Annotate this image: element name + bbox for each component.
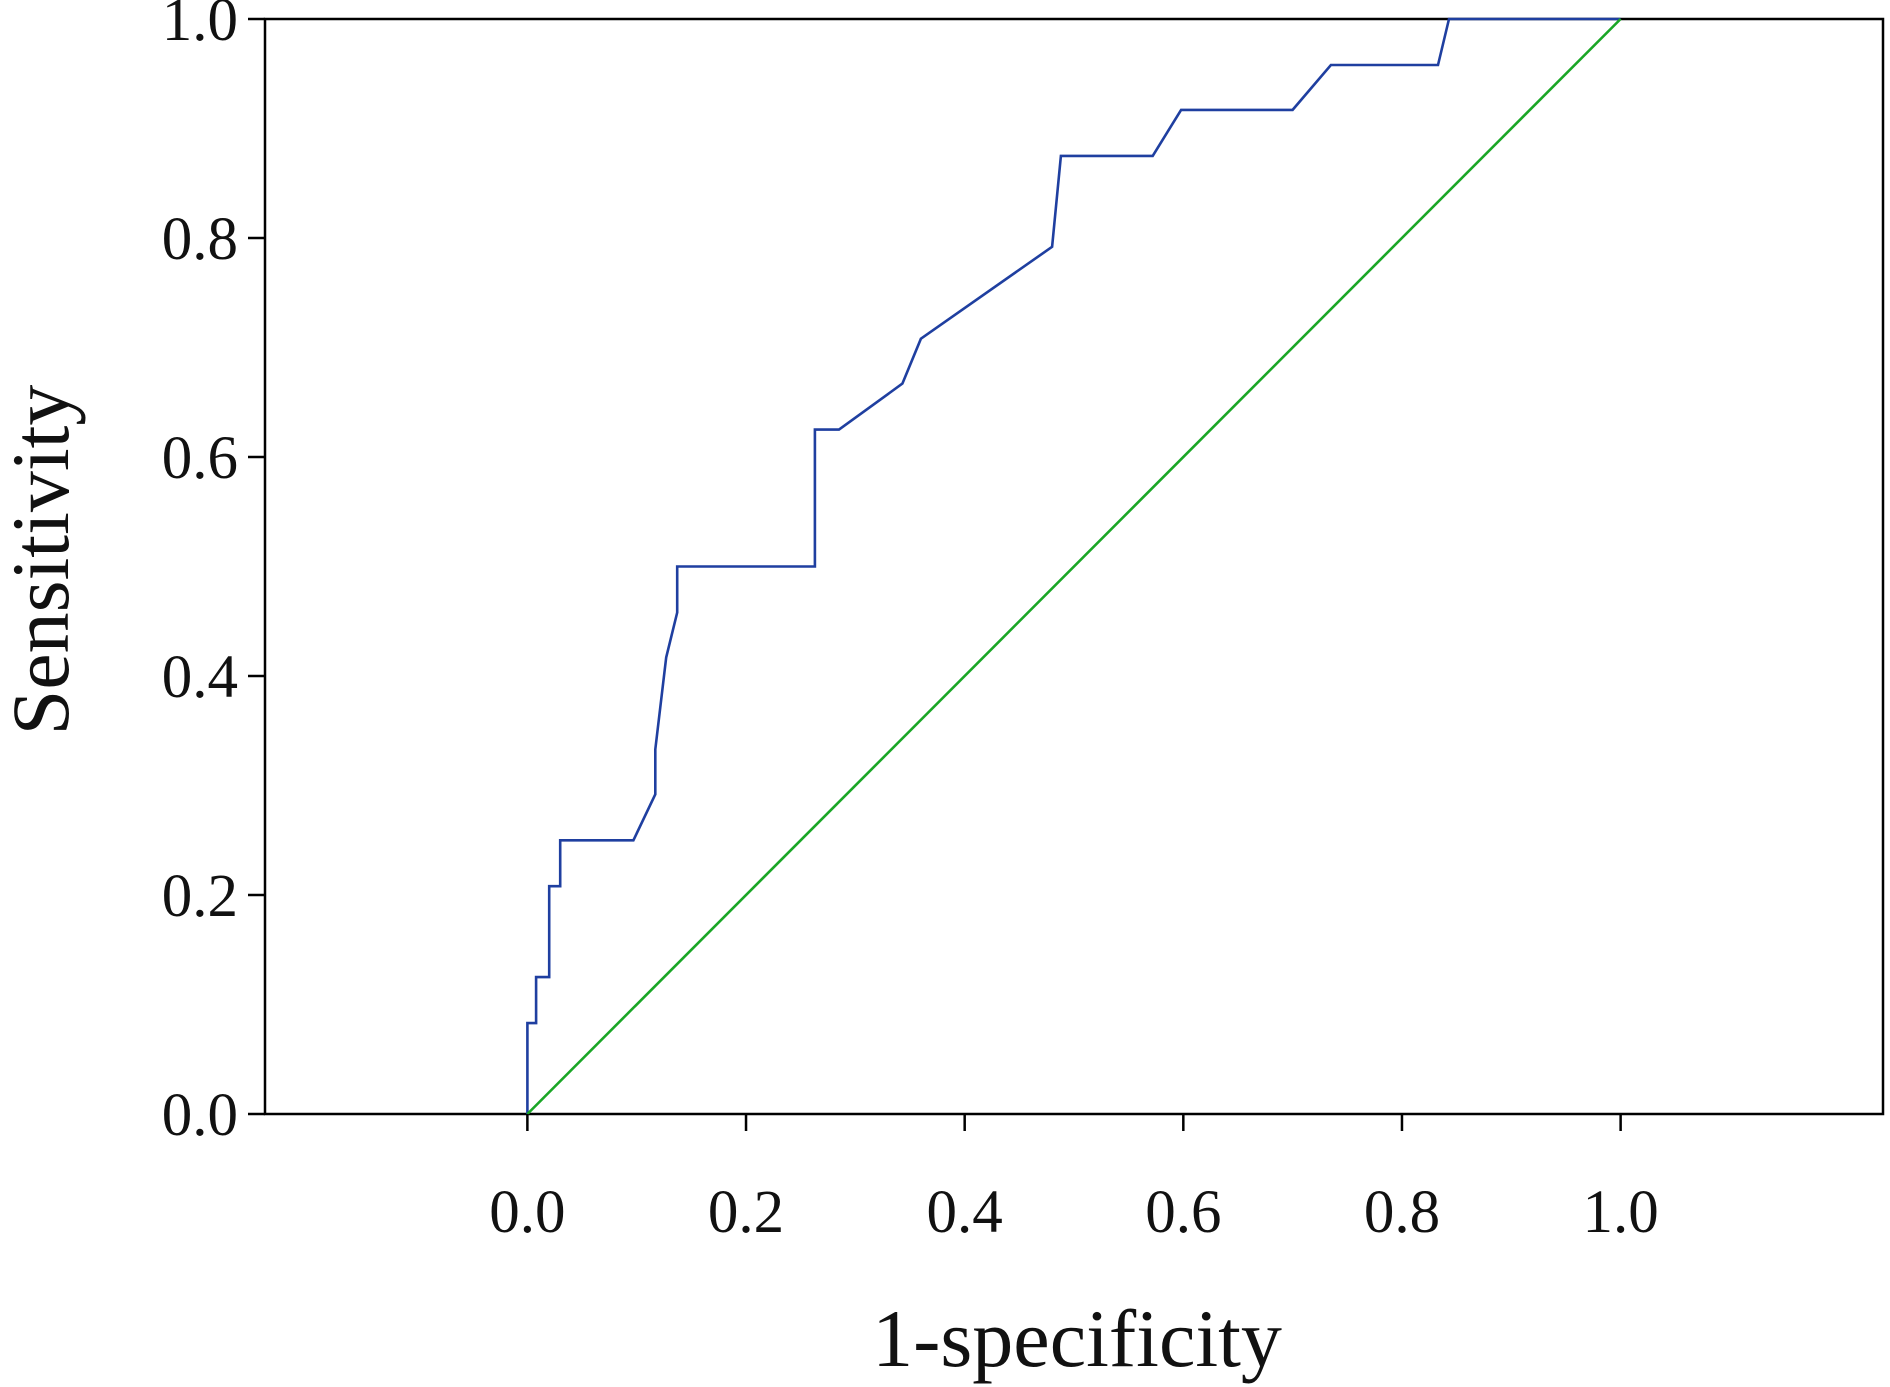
series-layer bbox=[526, 17, 1622, 1115]
roc-curve-line bbox=[526, 17, 1621, 1114]
x-tick-label: 0.8 bbox=[1364, 1179, 1440, 1246]
x-tick-label: 0.6 bbox=[1145, 1179, 1221, 1246]
x-axis-title: 1-specificity bbox=[872, 1293, 1282, 1384]
y-axis-title: Sensitivity bbox=[0, 385, 86, 736]
x-tick-label: 0.2 bbox=[708, 1179, 784, 1246]
plot-frame bbox=[263, 17, 1885, 1116]
x-tick-label: 0.0 bbox=[489, 1179, 565, 1246]
y-tick-label: 0.0 bbox=[162, 1082, 238, 1149]
y-tick-label: 0.8 bbox=[162, 206, 238, 273]
y-axis: 0.0 0.2 0.4 0.6 0.8 1.0 bbox=[162, 0, 265, 1149]
x-axis: 0.0 0.2 0.4 0.6 0.8 1.0 bbox=[489, 1114, 1659, 1246]
x-tick-label: 0.4 bbox=[927, 1179, 1003, 1246]
x-tick-label: 1.0 bbox=[1582, 1179, 1658, 1246]
y-tick-label: 0.4 bbox=[162, 644, 238, 711]
y-tick-label: 0.6 bbox=[162, 425, 238, 492]
plot-border bbox=[263, 17, 1885, 1116]
reference-diagonal-line bbox=[526, 18, 1622, 1115]
y-tick-label: 1.0 bbox=[162, 0, 238, 54]
y-tick-label: 0.2 bbox=[162, 863, 238, 930]
